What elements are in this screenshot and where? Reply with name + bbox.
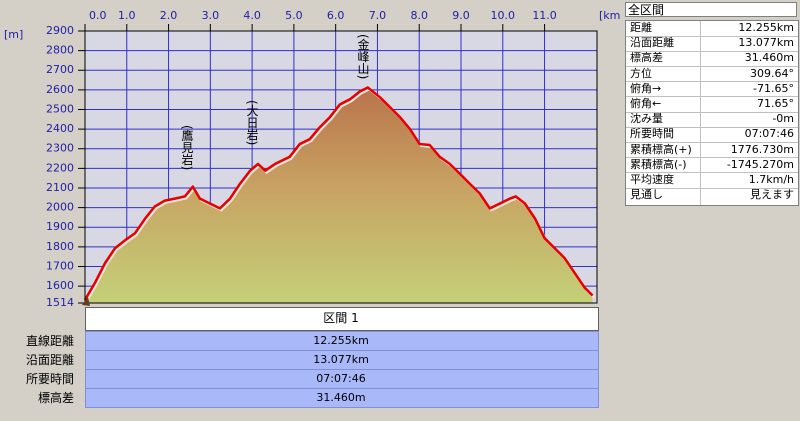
panel-value: -71.65° — [753, 81, 794, 95]
y-tick-label: 2300 — [46, 142, 74, 155]
y-tick-label: 1514 — [46, 296, 74, 309]
x-unit: [km] — [599, 9, 620, 22]
section-value: 13.077km — [313, 353, 369, 366]
panel-label: 累積標高(-) — [630, 157, 687, 171]
panel-label: 方位 — [630, 66, 652, 80]
panel-label: 沈み量 — [630, 112, 663, 126]
panel-value: 07:07:46 — [744, 127, 794, 141]
panel-rule — [626, 50, 798, 52]
x-tick-label: 11.0 — [532, 9, 557, 22]
start-marker — [82, 297, 90, 306]
y-unit: [m] — [4, 28, 23, 41]
panel-rule — [626, 96, 798, 98]
panel-label: 沿面距離 — [630, 36, 674, 50]
y-tick-label: 2500 — [46, 102, 74, 115]
panel-value: 12.255km — [738, 21, 794, 34]
x-tick-label: 2.0 — [160, 9, 178, 22]
panel-rule — [626, 66, 798, 67]
section-label: 沿面距離 — [25, 353, 74, 367]
section-value: 31.460m — [316, 391, 366, 404]
section-value: 07:07:46 — [316, 372, 366, 385]
panel-title: 全区間 — [625, 2, 797, 17]
peak-label: (金峰山) — [356, 34, 370, 79]
x-tick-label: 10.0 — [491, 9, 516, 22]
x-tick-label: 4.0 — [243, 9, 261, 22]
x-tick-label: 0.0 — [89, 9, 107, 22]
panel-value: 見えます — [750, 188, 794, 202]
section-label: 標高差 — [37, 391, 74, 405]
x-tick-label: 5.0 — [285, 9, 303, 22]
profile-line — [83, 86, 594, 301]
profile-shadow — [85, 88, 595, 303]
section-value: 12.255km — [313, 334, 369, 347]
panel-label: 所要時間 — [630, 127, 674, 141]
y-tick-label: 1800 — [46, 240, 74, 253]
panel-label: 標高差 — [630, 51, 663, 65]
panel-rule — [626, 35, 798, 37]
panel-value: 31.460m — [744, 51, 794, 65]
panel-label: 俯角← — [630, 97, 662, 110]
y-tick-label: 2600 — [46, 83, 74, 96]
section-label: 直線距離 — [25, 334, 74, 348]
y-tick-label: 2200 — [46, 161, 74, 174]
panel-value: 309.64° — [750, 66, 794, 80]
x-tick-label: 9.0 — [452, 9, 470, 22]
section-header-bg — [85, 307, 599, 331]
y-tick-label: 2900 — [46, 24, 74, 37]
panel-rule — [626, 187, 798, 189]
y-tick-label: 2800 — [46, 44, 74, 57]
y-tick-label: 2400 — [46, 122, 74, 135]
x-tick-label: 6.0 — [327, 9, 345, 22]
panel-rule — [626, 172, 798, 174]
y-tick-label: 2000 — [46, 201, 74, 214]
panel-value: 71.65° — [757, 97, 794, 110]
plot-border — [84, 30, 598, 304]
x-tick-label: 1.0 — [118, 9, 136, 22]
y-tick-label: 1700 — [46, 259, 74, 272]
y-tick-label: 1900 — [46, 220, 74, 233]
panel-value: 1776.730m — [730, 142, 794, 156]
section-label: 所要時間 — [25, 372, 74, 386]
peak-label: (大日岩) — [245, 100, 259, 145]
panel-rule — [626, 142, 798, 143]
panel-label: 距離 — [630, 21, 652, 34]
panel-rule — [626, 111, 798, 113]
panel-value: 13.077km — [738, 36, 794, 50]
panel-rule — [626, 126, 798, 128]
peak-label: (鷹見岩) — [180, 125, 194, 170]
panel-label: 累積標高(+) — [630, 142, 692, 156]
panel-value: -1745.270m — [726, 157, 794, 171]
panel-label: 平均速度 — [630, 173, 674, 186]
panel-divider — [700, 21, 701, 205]
y-tick-label: 2700 — [46, 63, 74, 76]
x-tick-label: 7.0 — [369, 9, 387, 22]
panel-value: 1.7km/h — [748, 173, 794, 186]
panel-rule — [626, 81, 798, 83]
area-fill — [85, 87, 593, 303]
section-row-bg — [85, 388, 599, 408]
panel-label: 俯角→ — [630, 81, 662, 95]
y-tick-label: 1600 — [46, 279, 74, 292]
x-tick-label: 8.0 — [410, 9, 428, 22]
panel-label: 見通し — [630, 188, 663, 202]
x-tick-label: 3.0 — [202, 9, 220, 22]
panel-value: -0m — [772, 112, 794, 126]
panel-rule — [626, 157, 798, 159]
y-tick-label: 2100 — [46, 181, 74, 194]
section-header: 区間 1 — [323, 311, 359, 325]
chart: [m] [km] 1514 1600 1700 1800 1900 2000 2100 220… — [4, 9, 620, 309]
